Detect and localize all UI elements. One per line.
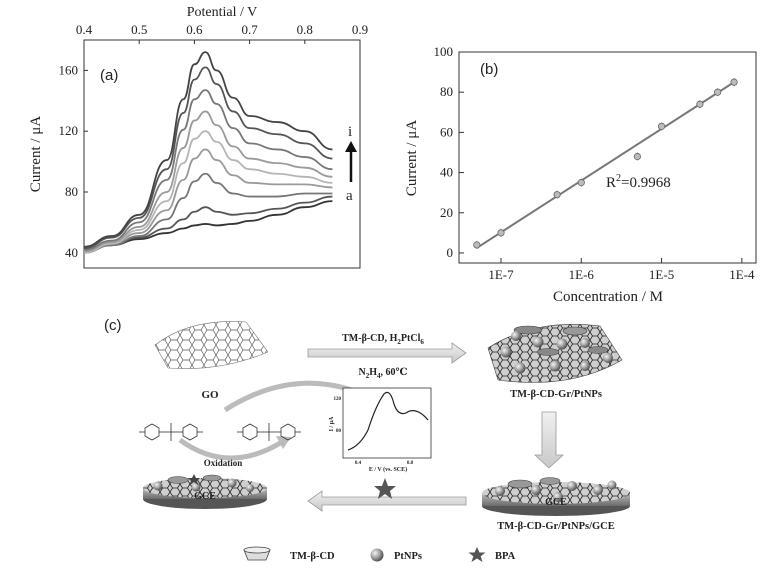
star-icon — [468, 547, 486, 562]
working-electrode — [143, 474, 267, 509]
inset-cv-plot: I / μA E / V (vs. SCE) 0.4 0.8 120 80 — [329, 387, 432, 473]
reagents-bottom: N2H4, 60℃ — [359, 367, 408, 380]
cv-curve-1 — [83, 195, 333, 253]
data-point-8 — [730, 78, 738, 86]
inset-tick-x1: 0.4 — [355, 461, 362, 466]
x-tick-label-0: 0.4 — [76, 22, 93, 37]
panel-a-yticks: 40 80 120 160 — [59, 62, 88, 260]
fit-line — [476, 81, 735, 249]
panel-a-xticks: 0.4 0.5 0.6 0.7 0.8 0.9 — [76, 22, 368, 44]
data-point-3 — [577, 179, 585, 187]
inset-tick-y2: 80 — [336, 429, 342, 434]
b-x-tick-label-1: 1E-6 — [569, 267, 595, 282]
y-tick-label-3: 160 — [59, 62, 79, 77]
electrode-label: TM-β-CD-Gr/PtNPs/GCE — [497, 521, 615, 532]
b-y-tick-label-4: 80 — [440, 84, 453, 99]
b-y-tick-label-1: 20 — [440, 205, 453, 220]
data-point-6 — [696, 100, 704, 108]
x-tick-label-4: 0.8 — [297, 22, 313, 37]
panel-a-xlabel: Potential / V — [187, 5, 258, 20]
sphere-icon — [370, 548, 384, 562]
trend-arrow-head — [345, 141, 357, 152]
annotation-i: i — [348, 124, 352, 140]
b-y-tick-label-2: 40 — [440, 165, 453, 180]
modified-electrode — [482, 477, 630, 516]
cv-curve-3 — [83, 148, 333, 254]
gce-label-right: GCE — [545, 497, 567, 508]
modification-arrow — [533, 411, 565, 469]
detection-arrow — [307, 490, 467, 512]
cv-curve-0 — [83, 200, 333, 251]
panel-b-yticks: 0 20 40 60 80 100 — [434, 44, 464, 260]
panel-a: (a) Potential / V Current / μA 0.4 0.5 0.6… — [28, 5, 368, 269]
panel-b-points — [473, 78, 738, 249]
composite-sheet — [487, 324, 623, 383]
panel-b-frame — [458, 51, 757, 264]
b-x-tick-label-2: 1E-5 — [649, 267, 674, 282]
cv-curve-5 — [83, 110, 333, 253]
product-label: TM-β-CD-Gr/PtNPs — [510, 389, 602, 400]
panel-b-fit-line — [476, 81, 735, 249]
gce-label-left: GCE — [194, 491, 216, 502]
panel-c-label: (c) — [104, 317, 122, 334]
b-y-tick-label-0: 0 — [447, 245, 454, 260]
y-tick-label-2: 120 — [59, 123, 79, 138]
panel-b-xticks: 1E-7 1E-6 1E-5 1E-4 — [488, 258, 755, 282]
data-point-2 — [553, 191, 561, 199]
y-tick-label-0: 40 — [65, 245, 78, 260]
panel-b-label: (b) — [480, 61, 498, 78]
panel-b: (b) Concentration / M Current / μA 1E-7 1… — [404, 44, 757, 305]
b-y-tick-label-5: 100 — [434, 44, 454, 59]
panel-a-ylabel: Current / μA — [28, 116, 44, 193]
b-x-tick-label-3: 1E-4 — [729, 267, 755, 282]
panel-a-series — [83, 51, 333, 254]
cv-curve-6 — [83, 89, 333, 251]
panel-b-ylabel: Current / μA — [404, 120, 420, 197]
legend-label-2: BPA — [495, 551, 516, 562]
data-point-4 — [633, 152, 641, 161]
inset-ylabel: I / μA — [329, 416, 335, 431]
r-squared-annotation: R2=0.9968 — [606, 173, 671, 191]
reagents-top: TM-β-CD, H2PtCl6 — [342, 333, 424, 346]
bpa-molecule-right — [237, 423, 301, 441]
inset-tick-x2: 0.8 — [407, 461, 414, 466]
b-y-tick-label-3: 60 — [440, 124, 453, 139]
cv-curve-2 — [83, 172, 333, 254]
x-tick-label-5: 0.9 — [352, 22, 368, 37]
annotation-a: a — [346, 188, 353, 204]
cv-curve-7 — [83, 66, 333, 250]
data-point-5 — [657, 122, 666, 130]
graphene-oxide-sheet — [154, 321, 269, 369]
data-point-7 — [714, 88, 722, 96]
legend-label-0: TM-β-CD — [290, 551, 335, 562]
data-point-0 — [473, 241, 481, 249]
synthesis-arrow — [307, 342, 467, 364]
x-tick-label-1: 0.5 — [131, 22, 147, 37]
b-x-tick-label-0: 1E-7 — [488, 267, 514, 282]
bpa-star-icon — [374, 478, 396, 499]
x-tick-label-3: 0.7 — [241, 22, 258, 37]
scheme-legend: TM-β-CD PtNPs BPA — [243, 546, 516, 562]
panel-b-xlabel: Concentration / M — [553, 289, 663, 305]
panel-a-label: (a) — [100, 67, 118, 84]
x-tick-label-2: 0.6 — [186, 22, 203, 37]
inset-xlabel: E / V (vs. SCE) — [369, 466, 407, 473]
cv-curve-4 — [83, 130, 333, 254]
panel-c-scheme: (c) GO TM-β-CD, H2PtCl6 N2H4, 60℃ — [104, 317, 630, 562]
panel-a-frame — [83, 39, 361, 269]
oxidation-label: Oxidation — [204, 458, 243, 468]
legend-label-1: PtNPs — [394, 551, 422, 562]
oxidation-arrow — [178, 437, 284, 461]
y-tick-label-1: 80 — [65, 184, 78, 199]
data-point-1 — [497, 229, 505, 237]
go-label: GO — [201, 389, 219, 401]
bpa-molecule-left — [139, 423, 203, 441]
cv-curve-8 — [83, 51, 333, 248]
inset-tick-y1: 120 — [334, 397, 342, 402]
